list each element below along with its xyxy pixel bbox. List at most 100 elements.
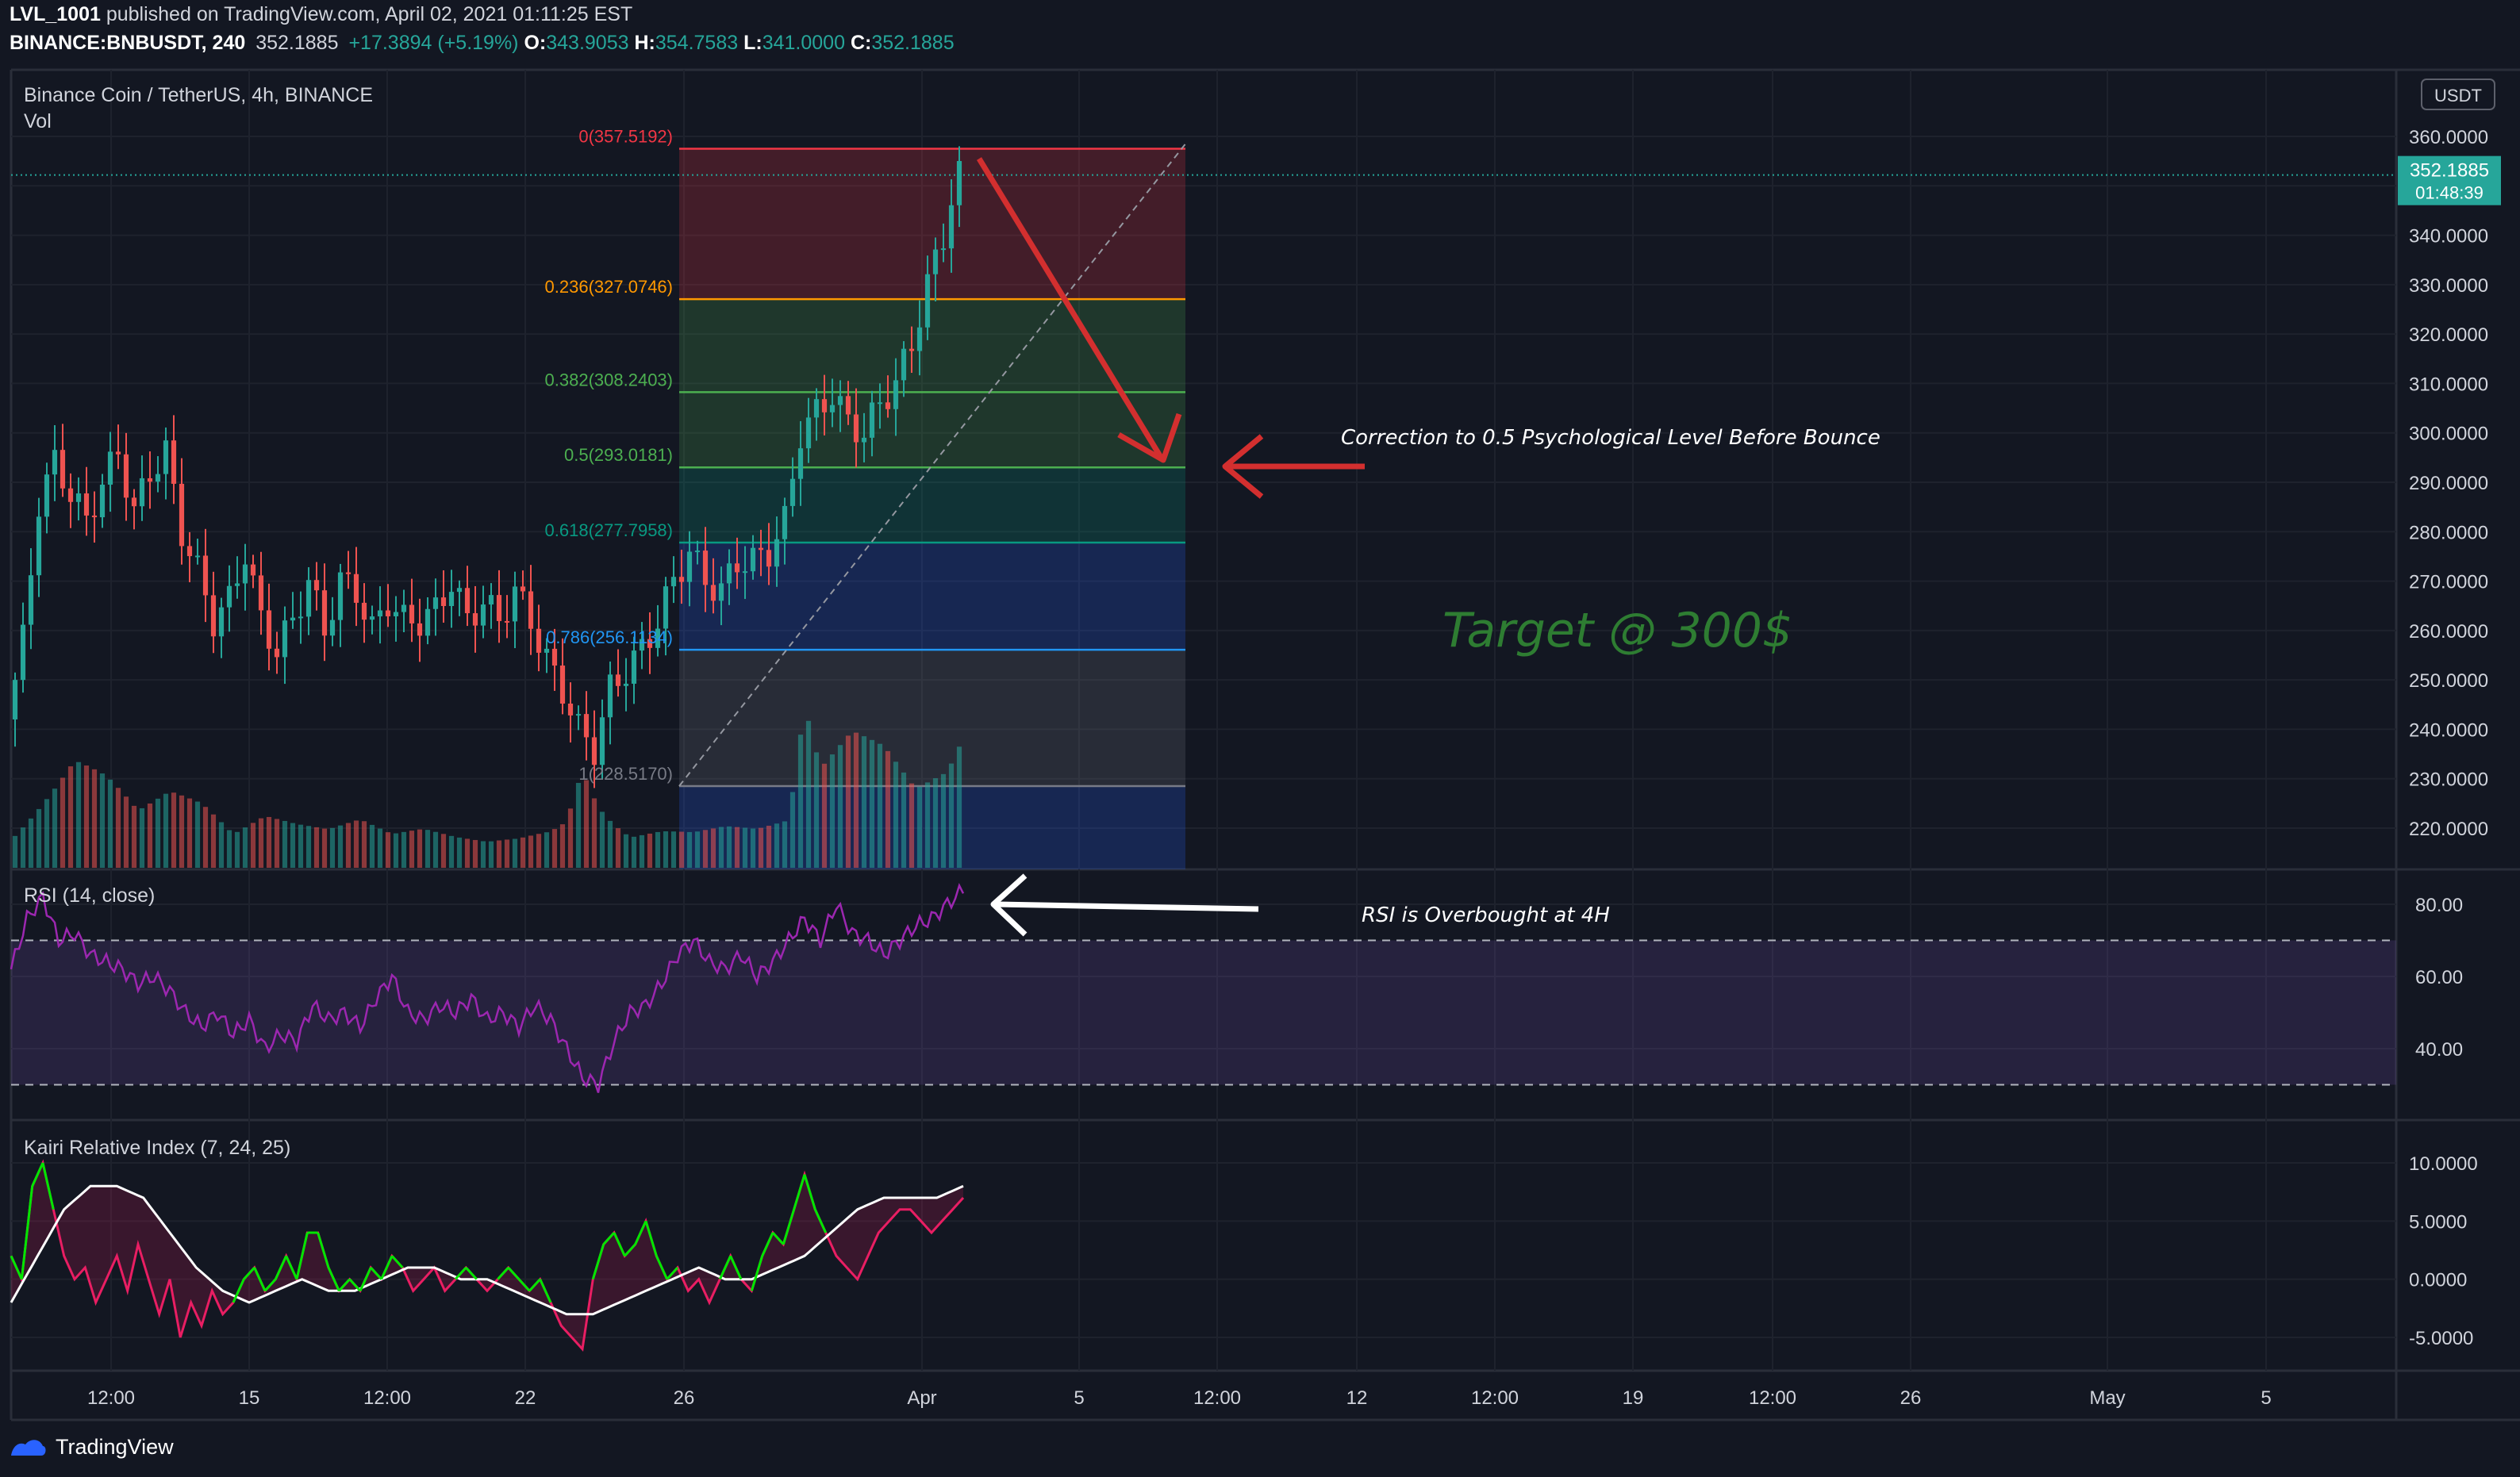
brand-footer[interactable]: TradingView: [10, 1431, 174, 1463]
kairi-positive-segment-76: [813, 1209, 828, 1233]
volume-bar-98: [789, 792, 796, 868]
left-white-arrow[interactable]: [990, 873, 1259, 937]
candle-body-86: [694, 551, 701, 553]
kairi-positive-segment-70: [750, 1255, 764, 1291]
bearish-arrow-head[interactable]: [1117, 412, 1182, 463]
candle-body-37: [305, 580, 312, 617]
tradingview-logo-icon: [11, 1440, 46, 1456]
volume-bar-73: [591, 798, 597, 868]
candle-body-83: [670, 577, 677, 587]
rsi-tick-2: 40.00: [2415, 1039, 2463, 1061]
left-red-arrow[interactable]: [1222, 434, 1365, 499]
candle-body-102: [821, 399, 828, 412]
brand-name: TradingView: [56, 1434, 174, 1459]
volume-bar-19: [163, 793, 169, 868]
candle-body-84: [678, 577, 685, 582]
correction-note[interactable]: Correction to 0.5 Psychological Level Be…: [1341, 426, 1880, 450]
volume-bar-94: [758, 827, 764, 868]
volume-bar-65: [528, 835, 534, 868]
main-pane-title[interactable]: Binance Coin / TetherUS, 4h, BINANCE: [24, 84, 373, 106]
volume-bar-18: [155, 798, 161, 868]
time-tick-0: 12:00: [87, 1387, 135, 1409]
kairi-positive-segment-71: [761, 1232, 774, 1256]
rsi-line: [10, 883, 965, 1093]
volume-bar-50: [409, 831, 415, 868]
author-name[interactable]: LVL_1001: [10, 3, 101, 25]
candle-body-87: [702, 551, 709, 585]
fib-zone-3: [679, 467, 1185, 543]
volume-bar-100: [805, 720, 812, 868]
volume-bar-4: [44, 799, 50, 868]
kairi-positive-segment-62: [666, 1266, 679, 1280]
kairi-positive-segment-57: [613, 1232, 626, 1256]
volume-bar-51: [417, 829, 423, 868]
kairi-positive-segment-36: [390, 1255, 404, 1269]
volume-bar-93: [750, 828, 756, 868]
time-axis[interactable]: 12:00 15 12:00 22 26 Apr 5 12:00 12 12:00 19 12:00 2…: [87, 1387, 2272, 1409]
volume-bar-57: [464, 838, 471, 868]
candle-body-116: [932, 249, 939, 274]
price-axis[interactable]: 360.0000350.0000340.0000330.0000320.0000…: [2409, 127, 2488, 840]
volume-bar-114: [916, 786, 923, 868]
volume-bar-115: [924, 782, 931, 868]
kairi-positive-segment-32: [348, 1278, 362, 1292]
volume-bar-38: [313, 827, 320, 868]
low-label: L:: [743, 32, 763, 54]
annotations[interactable]: Correction to 0.5 Psychological Level Be…: [977, 157, 1880, 937]
rsi-note[interactable]: RSI is Overbought at 4H: [1362, 903, 1610, 927]
rsi-pane-title[interactable]: RSI (14, close): [24, 884, 155, 907]
candle-body-50: [409, 604, 415, 623]
volume-bar-29: [242, 827, 248, 868]
kairi-tick-2: 0.0000: [2409, 1270, 2467, 1291]
fib-label-0.5: 0.5(293.0181): [564, 445, 673, 465]
bearish-arrow[interactable]: [977, 157, 1164, 460]
kairi-pane-title[interactable]: Kairi Relative Index (7, 24, 25): [24, 1137, 290, 1159]
candle-body-44: [361, 602, 367, 620]
close-label: C:: [850, 32, 872, 54]
candle-body-15: [131, 497, 137, 507]
candle-body-118: [948, 205, 955, 249]
kairi-positive-segment-46: [497, 1266, 509, 1280]
fib-zone-0: [679, 148, 1185, 300]
fibonacci-retracement[interactable]: [678, 143, 1186, 869]
volume-label[interactable]: Vol: [24, 110, 52, 132]
candle-body-99: [797, 448, 804, 479]
candle-body-59: [480, 604, 486, 626]
volume-bar-7: [67, 766, 74, 868]
volume-bar-79: [639, 834, 645, 868]
candle-body-46: [377, 610, 383, 617]
volume-bar-56: [456, 837, 463, 868]
volume-bar-67: [544, 832, 550, 868]
currency-badge[interactable]: [2421, 79, 2495, 110]
kairi-positive-segment-1: [20, 1186, 34, 1279]
volume-bar-55: [448, 835, 455, 868]
fib-label-0: 0(357.5192): [578, 126, 673, 146]
candle-body-94: [758, 547, 764, 551]
candle-body-112: [901, 348, 907, 381]
kairi-positive-segment-61: [655, 1255, 669, 1280]
candle-body-25: [210, 595, 217, 637]
candle-body-16: [139, 478, 145, 507]
volume-bar-39: [321, 828, 328, 868]
candle-body-55: [448, 592, 455, 607]
volume-bar-80: [647, 833, 653, 868]
volume-bar-17: [147, 803, 153, 868]
target-note[interactable]: Target @ 300$: [1442, 603, 1792, 658]
volume-bar-77: [623, 834, 629, 868]
time-tick-14: 5: [2261, 1387, 2271, 1409]
candle-body-64: [520, 586, 526, 592]
symbol-label[interactable]: BINANCE:BNBUSDT, 240: [10, 32, 246, 54]
candle-body-36: [298, 616, 304, 619]
kairi-positive-segment-25: [274, 1255, 288, 1280]
candle-body-89: [718, 583, 724, 601]
high-label: H:: [634, 32, 655, 54]
candle-body-92: [742, 571, 748, 574]
candle-body-51: [417, 623, 423, 636]
time-tick-1: 15: [239, 1387, 260, 1409]
kairi-positive-segment-67: [718, 1255, 732, 1280]
volume-bar-22: [186, 798, 193, 868]
volume-bar-107: [861, 736, 867, 868]
kairi-positive-segment-48: [517, 1278, 531, 1292]
volume-bar-52: [424, 830, 431, 868]
